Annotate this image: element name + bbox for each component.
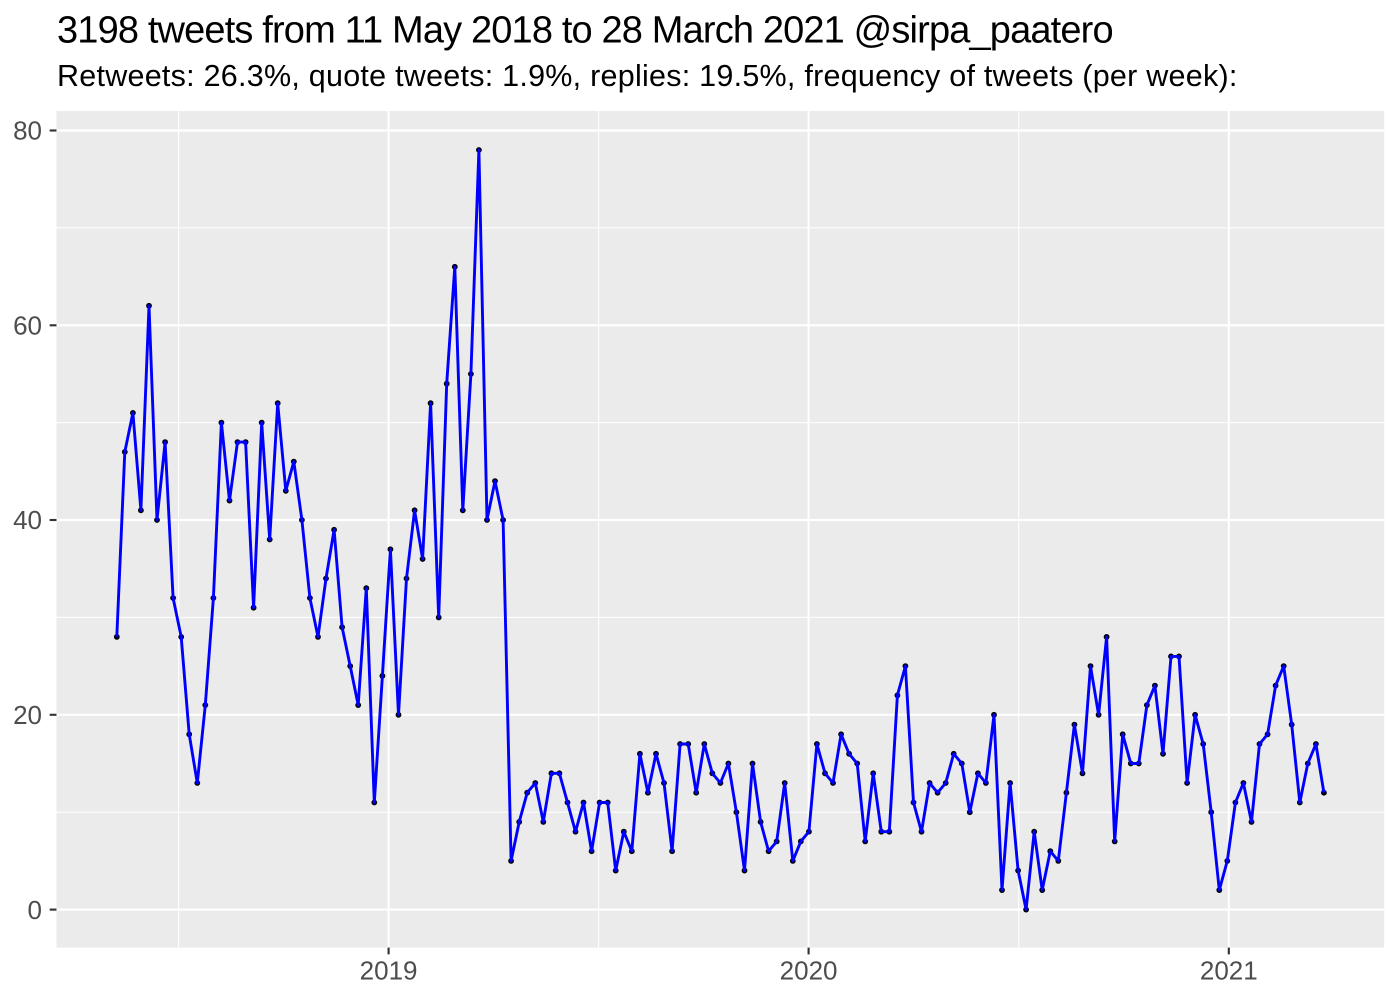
svg-text:3198 tweets from 11 May 2018 t: 3198 tweets from 11 May 2018 to 28 March…	[57, 10, 1113, 52]
svg-text:40: 40	[13, 505, 42, 535]
svg-text:2020: 2020	[780, 956, 838, 986]
svg-text:0: 0	[28, 895, 42, 925]
svg-text:2019: 2019	[360, 956, 418, 986]
svg-text:20: 20	[13, 700, 42, 730]
svg-text:Retweets: 26.3%, quote tweets:: Retweets: 26.3%, quote tweets: 1.9%, rep…	[57, 59, 1238, 93]
svg-text:60: 60	[13, 311, 42, 341]
svg-text:80: 80	[13, 116, 42, 146]
svg-text:2021: 2021	[1200, 956, 1258, 986]
